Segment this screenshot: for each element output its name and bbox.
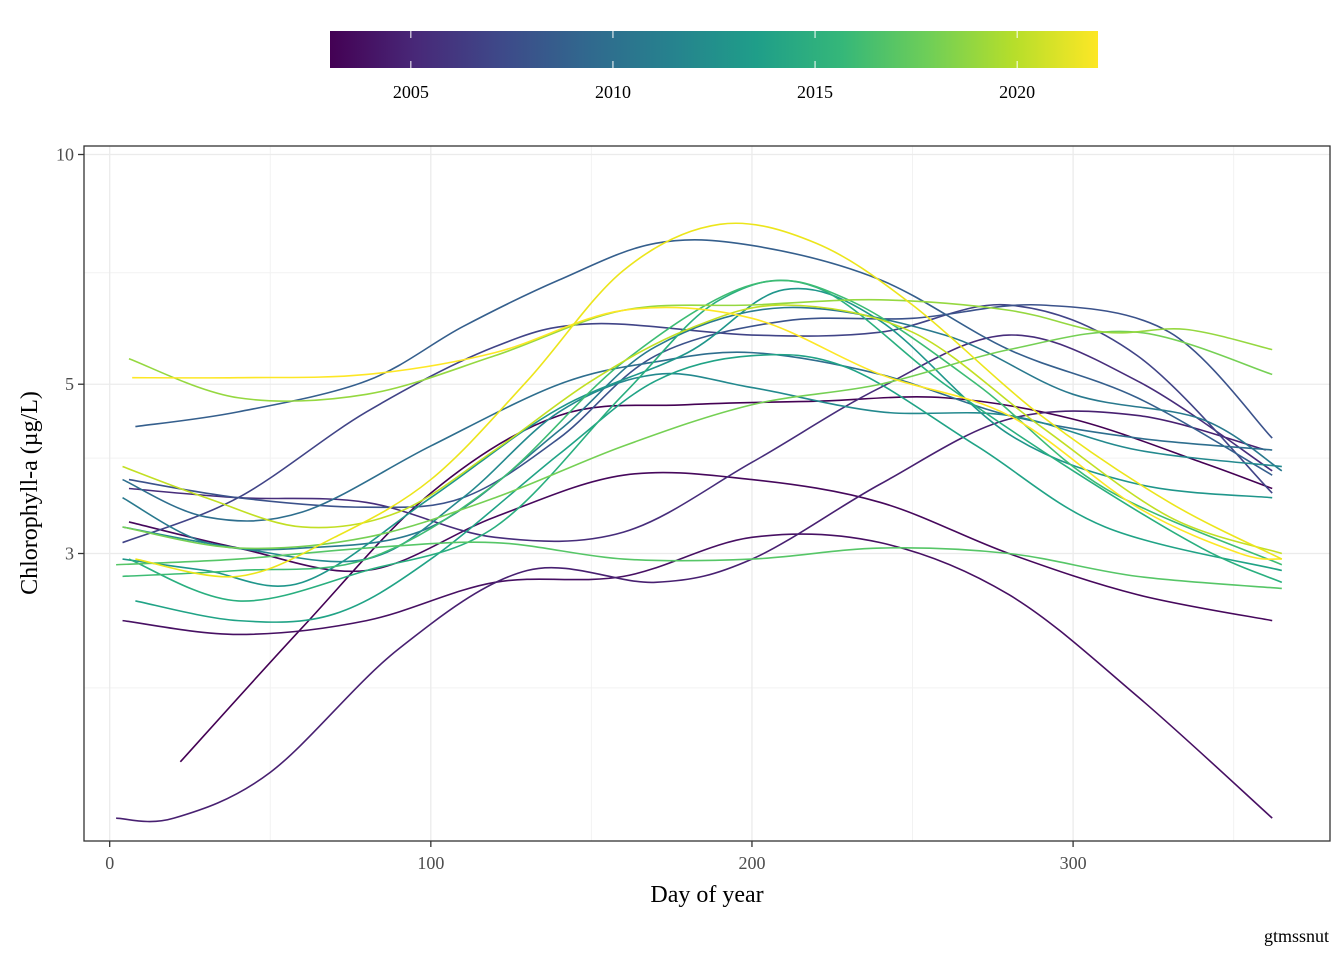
y-axis-title: Chlorophyll-a (µg/L) <box>17 391 43 595</box>
x-tick-label: 200 <box>738 853 765 873</box>
series-line-2007 <box>128 334 1273 543</box>
series-line-2006 <box>116 410 1266 823</box>
x-tick-label: 100 <box>417 853 444 873</box>
series-line-2019 <box>122 330 1273 550</box>
series-line-2003 <box>179 396 1273 763</box>
x-tick-label: 0 <box>105 853 114 873</box>
series-line-2009 <box>128 303 1273 509</box>
series-line-2008 <box>122 303 1273 544</box>
y-tick-label: 5 <box>65 374 74 394</box>
x-axis-title: Day of year <box>650 882 763 908</box>
series-line-2013 <box>122 372 1282 563</box>
x-tick-label: 300 <box>1060 853 1087 873</box>
y-axis: 3 5 10 <box>56 145 84 564</box>
series-line-2012 <box>122 306 1283 551</box>
series-line-2022 <box>135 222 1283 578</box>
series-line-2016 <box>128 279 1283 602</box>
colorbar-tick-label: 2020 <box>999 82 1035 102</box>
series-line-2022 <box>132 306 1282 560</box>
series-line-2017 <box>122 279 1283 578</box>
panel-border <box>83 145 1331 842</box>
x-axis: 0 100 200 300 <box>105 841 1087 873</box>
y-tick-label: 10 <box>56 145 74 165</box>
y-tick-label: 3 <box>65 544 74 564</box>
series-line-2015 <box>135 353 1283 623</box>
series-line-2011 <box>122 351 1273 522</box>
colorbar-ticks: 2005 2010 2015 2020 <box>393 31 1035 102</box>
colorbar-tick-label: 2015 <box>797 82 833 102</box>
plot-panel <box>83 145 1331 842</box>
colorbar-tick-label: 2010 <box>595 82 631 102</box>
colorbar-legend: 2005 2010 2015 2020 <box>330 31 1098 102</box>
series-line-2021 <box>122 304 1283 555</box>
grid-minor <box>84 146 1330 841</box>
series-line-2005 <box>122 533 1273 819</box>
panel-background <box>84 146 1330 841</box>
colorbar-tick-label: 2005 <box>393 82 429 102</box>
series-line-2020 <box>128 298 1273 402</box>
colorbar <box>330 31 1098 68</box>
series-line-2004 <box>128 471 1273 622</box>
caption: gtmssnut <box>1264 926 1329 946</box>
series-lines <box>116 222 1283 823</box>
